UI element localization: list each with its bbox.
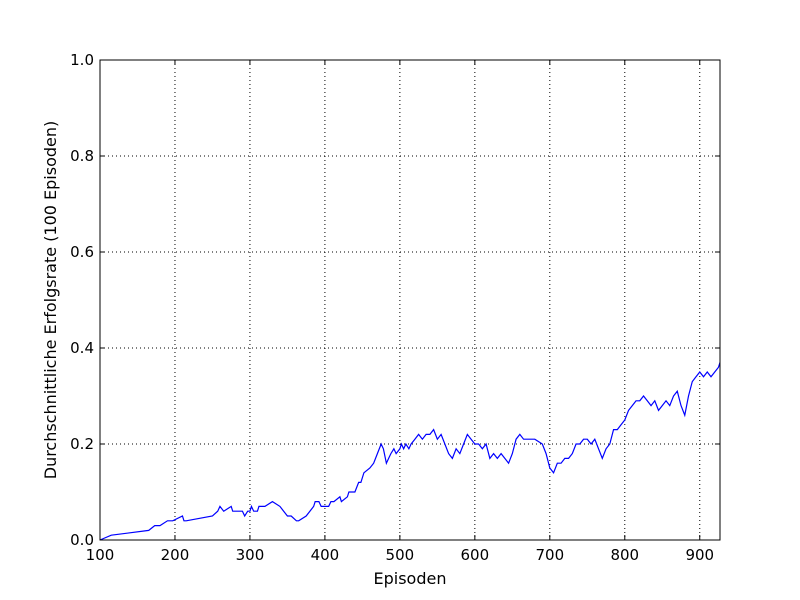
x-tick-label: 400 [311, 546, 340, 564]
x-tick-label: 600 [461, 546, 490, 564]
y-tick-label: 0.2 [70, 435, 94, 453]
series-layer [99, 362, 721, 541]
plot-frame [99, 59, 721, 541]
x-tick-label: 800 [610, 546, 639, 564]
x-tick-label: 500 [386, 546, 415, 564]
ticks-layer: 100 200 300 400 500 600 700 800 900 0.0 0.2 0.4 0.6 0… [70, 51, 720, 564]
series-line [99, 362, 721, 541]
x-tick-label: 200 [161, 546, 190, 564]
x-axis-label: Episoden [374, 569, 447, 588]
y-tick-label: 0.8 [70, 147, 94, 165]
y-tick-label: 0.4 [70, 339, 94, 357]
grid-layer [100, 60, 720, 540]
x-tick-label: 900 [685, 546, 714, 564]
y-tick-label: 0.6 [70, 243, 94, 261]
y-tick-label: 1.0 [70, 51, 94, 69]
y-axis-label: Durchschnittliche Erfolgsrate (100 Episo… [41, 121, 60, 480]
labels-layer: Episoden Durchschnittliche Erfolgsrate (… [41, 121, 446, 588]
x-tick-label: 100 [86, 546, 115, 564]
x-tick-label: 300 [236, 546, 265, 564]
x-tick-label: 700 [535, 546, 564, 564]
y-tick-label: 0.0 [70, 531, 94, 549]
